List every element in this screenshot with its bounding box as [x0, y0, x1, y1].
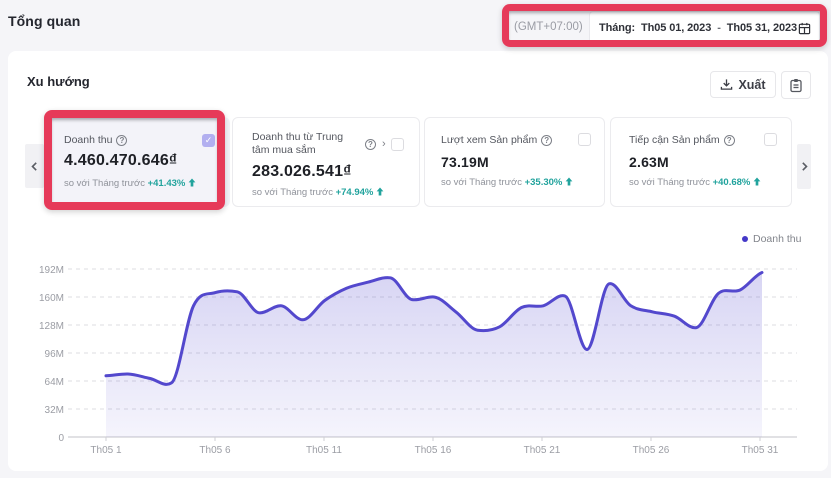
svg-text:128M: 128M — [39, 321, 64, 332]
svg-text:Th05 31: Th05 31 — [742, 445, 779, 456]
svg-text:0: 0 — [58, 433, 64, 444]
svg-text:Th05 26: Th05 26 — [633, 445, 670, 456]
svg-text:Th05 21: Th05 21 — [524, 445, 561, 456]
svg-text:Th05 1: Th05 1 — [90, 445, 122, 456]
svg-text:160M: 160M — [39, 293, 64, 304]
svg-text:192M: 192M — [39, 265, 64, 276]
svg-text:96M: 96M — [45, 349, 64, 360]
svg-text:64M: 64M — [45, 377, 64, 388]
svg-text:32M: 32M — [45, 405, 64, 416]
svg-text:Th05 16: Th05 16 — [415, 445, 452, 456]
svg-text:Th05 11: Th05 11 — [306, 445, 342, 456]
svg-text:Th05 6: Th05 6 — [199, 445, 231, 456]
